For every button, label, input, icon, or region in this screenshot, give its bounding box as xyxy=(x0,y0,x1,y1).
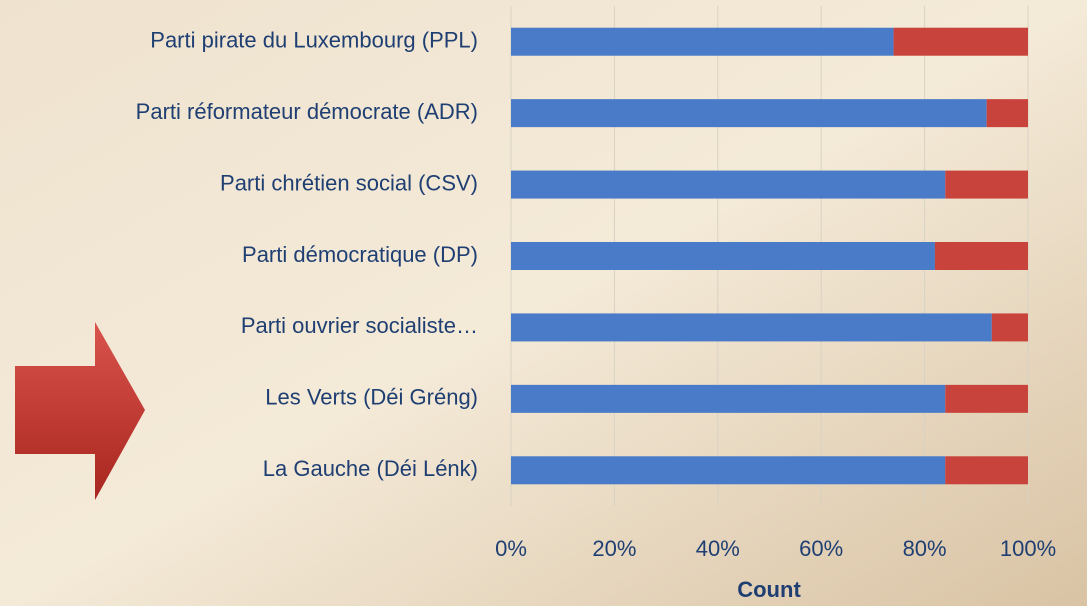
x-tick-label: 40% xyxy=(696,536,740,561)
bar-segment xyxy=(934,242,1028,270)
x-tick-label: 20% xyxy=(592,536,636,561)
bar-segment xyxy=(511,456,946,485)
bar-segment xyxy=(511,99,987,128)
y-tick-label: Parti ouvrier socialiste… xyxy=(241,313,478,338)
y-tick-label: Parti démocratique (DP) xyxy=(242,242,478,267)
bar-segment xyxy=(511,170,946,199)
x-tick-label: 0% xyxy=(495,536,527,561)
y-tick-label: Parti chrétien social (CSV) xyxy=(220,170,478,195)
bar-segment xyxy=(893,27,1028,56)
bar-segment xyxy=(945,456,1028,485)
bar-segment xyxy=(511,27,894,56)
arrow xyxy=(15,322,145,500)
bar-segment xyxy=(945,170,1028,199)
y-tick-label: Parti pirate du Luxembourg (PPL) xyxy=(150,28,478,53)
bar-segment xyxy=(991,313,1028,342)
bar-segment xyxy=(945,384,1028,413)
x-axis-label: Count xyxy=(737,577,801,602)
bar-segment xyxy=(511,384,946,413)
x-tick-label: 80% xyxy=(903,536,947,561)
bar-segment xyxy=(511,313,992,342)
x-tick-label: 60% xyxy=(799,536,843,561)
bar-segment xyxy=(986,99,1028,128)
y-tick-label: Parti réformateur démocrate (ADR) xyxy=(136,99,478,124)
y-tick-label: Les Verts (Déi Gréng) xyxy=(265,385,478,410)
bar-segment xyxy=(511,242,935,270)
x-tick-label: 100% xyxy=(1000,536,1056,561)
y-tick-label: La Gauche (Déi Lénk) xyxy=(263,456,478,481)
